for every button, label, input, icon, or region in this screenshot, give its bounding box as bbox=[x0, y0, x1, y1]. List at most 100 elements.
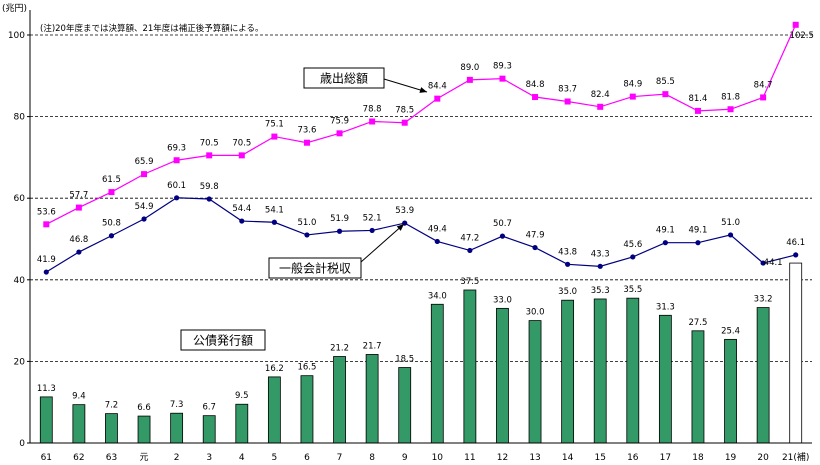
x-tick-label: 13 bbox=[529, 453, 540, 463]
x-tick-label: 20 bbox=[757, 453, 769, 463]
tax-revenue-point bbox=[499, 233, 506, 239]
tax-revenue-value-label: 41.9 bbox=[37, 255, 56, 265]
tax-revenue-value-label: 54.1 bbox=[265, 205, 284, 215]
total-expenditure-value-label: 70.5 bbox=[200, 138, 219, 148]
bar-bond-issuance bbox=[365, 354, 379, 444]
bar-bond-issuance bbox=[39, 396, 53, 444]
x-tick-label: 元 bbox=[140, 453, 149, 463]
total-expenditure-value-label: 57.7 bbox=[69, 191, 88, 201]
tax-revenue-value-label: 47.2 bbox=[460, 233, 479, 243]
bar-bond-issuance bbox=[235, 403, 249, 444]
bar-value-label: 25.4 bbox=[721, 326, 740, 336]
bar-value-label: 6.6 bbox=[137, 403, 151, 413]
tax-revenue-point bbox=[630, 254, 636, 260]
x-tick-label: 12 bbox=[497, 453, 508, 463]
total-expenditure-point bbox=[141, 171, 148, 178]
tax-revenue-value-label: 52.1 bbox=[363, 213, 382, 223]
tax-revenue-line bbox=[45, 197, 796, 273]
total-expenditure-point bbox=[629, 93, 636, 100]
tax-revenue-value-label: 43.3 bbox=[591, 249, 610, 259]
tax-revenue-point bbox=[206, 196, 212, 202]
bar-bond-issuance bbox=[561, 299, 575, 444]
total-expenditure-point bbox=[434, 95, 441, 102]
tax-revenue-point bbox=[108, 233, 115, 239]
total-expenditure-value-label: 81.4 bbox=[688, 94, 707, 104]
tax-revenue-value-label: 60.1 bbox=[167, 181, 186, 191]
x-tick-label: 62 bbox=[73, 453, 84, 463]
tax-revenue-value-label: 51.9 bbox=[330, 214, 349, 224]
bars-bond-issuance bbox=[39, 262, 803, 444]
x-tick-label: 15 bbox=[594, 453, 605, 463]
bar-value-label: 35.3 bbox=[591, 286, 610, 296]
callout-total-expenditure-label: 歳出総額 bbox=[320, 72, 368, 86]
total-expenditure-value-label: 61.5 bbox=[102, 175, 121, 185]
total-expenditure-value-label: 81.8 bbox=[721, 92, 740, 102]
bar-value-label: 11.3 bbox=[37, 384, 56, 394]
total-expenditure-value-label: 73.6 bbox=[297, 126, 316, 136]
x-tick-label: 21(補) bbox=[782, 451, 809, 463]
total-expenditure-value-label: 82.4 bbox=[591, 90, 610, 100]
tax-revenue-value-label: 49.1 bbox=[656, 226, 675, 236]
total-expenditure-point bbox=[43, 221, 50, 228]
x-tick-label: 5 bbox=[272, 453, 278, 463]
tax-revenue-value-label: 43.8 bbox=[558, 247, 577, 257]
total-expenditure-point bbox=[108, 189, 115, 196]
x-tick-label: 2 bbox=[174, 453, 180, 463]
tax-revenue-point bbox=[727, 232, 734, 238]
tax-revenue-point bbox=[369, 227, 375, 234]
tax-revenue-value-label: 51.0 bbox=[721, 218, 740, 228]
bar-bond-issuance bbox=[626, 297, 640, 444]
bar-value-label: 21.7 bbox=[363, 341, 382, 351]
tax-revenue-value-label: 53.9 bbox=[395, 206, 414, 216]
total-expenditure-value-label: 89.0 bbox=[460, 63, 479, 73]
tax-revenue-value-label: 45.6 bbox=[623, 240, 642, 250]
total-expenditure-point bbox=[173, 157, 180, 164]
total-expenditure-value-label: 84.9 bbox=[623, 80, 642, 90]
total-expenditure-value-label: 78.5 bbox=[395, 106, 414, 116]
total-expenditure-point bbox=[694, 107, 701, 114]
bar-bond-issuance bbox=[398, 367, 412, 444]
x-tick-label: 3 bbox=[206, 453, 212, 463]
total-expenditure-value-label: 78.8 bbox=[363, 104, 382, 114]
total-expenditure-point bbox=[369, 118, 376, 125]
bar-bond-issuance bbox=[202, 415, 216, 444]
total-expenditure-value-label: 83.7 bbox=[558, 85, 577, 95]
bar-value-label: 34.0 bbox=[428, 291, 447, 301]
bar-bond-issuance bbox=[528, 320, 542, 444]
x-tick-label: 9 bbox=[402, 453, 408, 463]
tax-revenue-point bbox=[597, 263, 603, 269]
callout-tax-revenue-leader bbox=[360, 223, 405, 263]
tax-revenue-value-label: 47.9 bbox=[526, 231, 545, 241]
bar-value-label: 18.5 bbox=[395, 355, 414, 365]
tax-revenue-value-label: 50.7 bbox=[493, 219, 512, 229]
tax-revenue-point bbox=[532, 244, 538, 251]
bar-bond-issuance bbox=[463, 289, 477, 444]
tax-revenue-point bbox=[43, 269, 49, 275]
bar-value-label: 37.5 bbox=[460, 277, 479, 287]
bar-bond-issuance bbox=[691, 330, 705, 444]
bar-bond-issuance bbox=[72, 404, 86, 444]
callout-bond-issuance-box bbox=[180, 329, 266, 351]
total-expenditure-point bbox=[662, 91, 669, 98]
total-expenditure-point bbox=[336, 130, 343, 137]
x-tick-label: 10 bbox=[432, 453, 444, 463]
total-expenditure-point bbox=[727, 106, 734, 113]
bar-value-label: 27.5 bbox=[688, 318, 707, 328]
tax-revenue-value-label: 54.9 bbox=[135, 202, 154, 212]
y-tick-label: 0 bbox=[19, 439, 25, 449]
total-expenditure-point bbox=[466, 76, 473, 83]
total-expenditure-point bbox=[532, 94, 539, 101]
total-expenditure-point bbox=[564, 98, 571, 105]
total-expenditure-value-label: 85.5 bbox=[656, 77, 675, 87]
y-tick-label: 60 bbox=[14, 194, 26, 204]
x-tick-label: 63 bbox=[106, 453, 117, 463]
y-axis-unit: (兆円) bbox=[2, 3, 27, 14]
x-tick-label: 11 bbox=[464, 453, 475, 463]
bar-value-label: 35.5 bbox=[623, 285, 642, 295]
tax-revenue-point bbox=[141, 216, 147, 222]
tax-revenue-value-label: 50.8 bbox=[102, 219, 121, 229]
total-expenditure-value-label: 84.4 bbox=[428, 82, 447, 92]
callout-bond-issuance-label: 公債発行額 bbox=[193, 333, 253, 348]
total-expenditure-value-label: 69.3 bbox=[167, 143, 186, 153]
